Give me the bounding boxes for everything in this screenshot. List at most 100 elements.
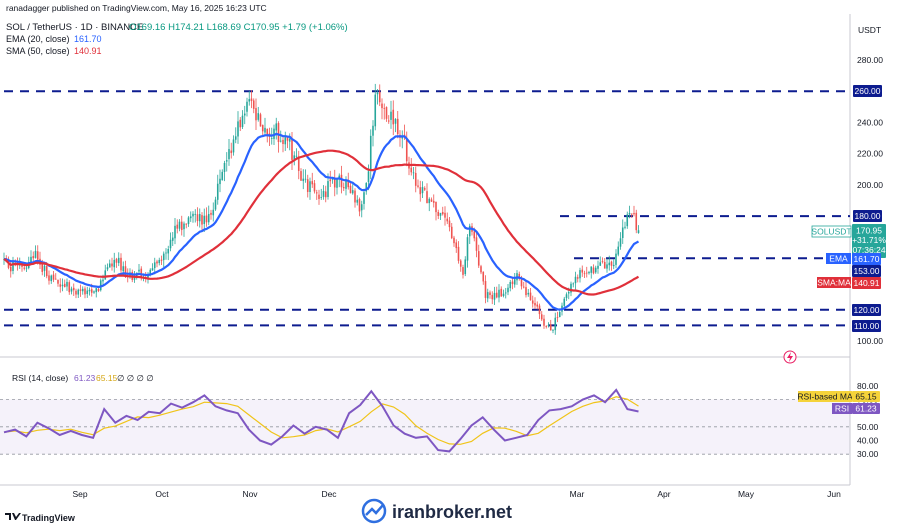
candle-body <box>311 181 314 185</box>
candle-body <box>333 177 336 188</box>
candle-body <box>579 270 581 279</box>
candle-body <box>259 114 262 127</box>
candle-body <box>322 190 325 197</box>
candle-body <box>545 326 548 327</box>
candle-body <box>48 275 50 281</box>
sma-legend-label[interactable]: SMA (50, close) <box>6 46 70 56</box>
candle <box>482 271 485 285</box>
candle-body <box>196 214 199 221</box>
svg-text:161.70: 161.70 <box>854 254 880 264</box>
candle-body <box>374 94 377 127</box>
candle-body <box>117 257 120 264</box>
candle <box>158 257 161 266</box>
rsi-ma-badge: RSI-based MA 65.15 <box>797 391 880 402</box>
candle <box>61 278 64 292</box>
candle <box>628 205 631 219</box>
candle-body <box>410 167 413 173</box>
candle-body <box>183 223 185 230</box>
time-axis-label: Dec <box>321 489 337 499</box>
candle-body <box>212 209 215 216</box>
candle-body <box>405 137 408 162</box>
candle <box>574 271 577 290</box>
candle <box>203 208 206 232</box>
candle-body <box>480 266 482 273</box>
svg-text:65.15: 65.15 <box>855 392 877 402</box>
candle-body <box>23 267 26 269</box>
candle <box>374 83 377 131</box>
candle <box>423 186 426 191</box>
candle <box>603 257 606 269</box>
candle <box>156 259 158 268</box>
tradingview-logo-icon[interactable] <box>5 513 21 520</box>
rsi-legend-label[interactable]: RSI (14, close) <box>12 373 68 383</box>
candle <box>500 286 503 297</box>
tradingview-brand[interactable]: TradingView <box>22 513 76 523</box>
rsi-ma-line <box>3 396 639 445</box>
candle-body <box>86 290 89 294</box>
candle-body <box>635 212 638 231</box>
candle <box>189 211 192 222</box>
candle-body <box>529 292 532 301</box>
candle <box>239 117 242 132</box>
ema-legend-label[interactable]: EMA (20, close) <box>6 34 70 44</box>
candle <box>194 209 197 223</box>
candle <box>556 311 559 323</box>
symbol-title[interactable]: SOL / TetherUS · 1D · BINANCE <box>6 22 143 33</box>
svg-text:EMA: EMA <box>829 254 848 264</box>
candle <box>176 219 179 234</box>
candle-body <box>378 91 381 103</box>
candle <box>75 288 77 299</box>
ema-badge: EMA 161.70 <box>826 253 881 265</box>
candle-body <box>66 281 68 287</box>
iranbroker-logo-icon <box>361 498 387 524</box>
candle-body <box>459 260 462 267</box>
candle-body <box>583 273 586 275</box>
candle <box>525 281 527 298</box>
candle <box>322 185 325 200</box>
candle <box>477 244 480 268</box>
candle-body <box>106 267 109 270</box>
publish-note: ranadagger published on TradingView.com,… <box>6 3 267 13</box>
candle-body <box>241 115 244 128</box>
candle <box>70 286 73 295</box>
rsi-tick-label: 30.00 <box>857 449 879 459</box>
candle-body <box>63 283 66 288</box>
candle-body <box>349 185 352 194</box>
currency-label: USDT <box>858 25 881 35</box>
candle-body <box>68 282 71 293</box>
candle-body <box>624 226 626 228</box>
horizontal-levels <box>4 90 850 327</box>
candle-body <box>628 212 631 215</box>
candle <box>356 195 359 206</box>
candle-body <box>115 258 118 263</box>
svg-text:+31.71%: +31.71% <box>852 235 886 245</box>
sma-badge: SMA:MA 140.91 <box>817 277 881 289</box>
candle-body <box>338 175 341 178</box>
candle-body <box>468 225 471 237</box>
candle <box>153 257 156 275</box>
candle-body <box>437 211 440 216</box>
candle-body <box>633 213 635 215</box>
moving-averages <box>3 132 640 311</box>
candle-body <box>567 291 570 294</box>
candle-body <box>270 138 273 139</box>
candle <box>498 284 500 303</box>
candle-body <box>435 201 437 213</box>
svg-text:RSI: RSI <box>835 404 849 414</box>
candle-body <box>104 270 107 280</box>
candle-body <box>594 267 597 273</box>
svg-text:140.91: 140.91 <box>854 278 880 288</box>
lightning-alert-icon[interactable] <box>783 350 797 364</box>
candle-body <box>7 261 10 268</box>
candle <box>522 281 525 289</box>
candle <box>475 233 478 258</box>
candle <box>493 286 496 306</box>
candle <box>230 142 233 159</box>
candle-body <box>347 180 350 188</box>
candle <box>543 314 545 329</box>
candle-body <box>412 172 415 174</box>
candle <box>284 131 287 151</box>
candle <box>234 127 237 144</box>
candle <box>95 287 98 298</box>
candle-body <box>138 269 140 272</box>
